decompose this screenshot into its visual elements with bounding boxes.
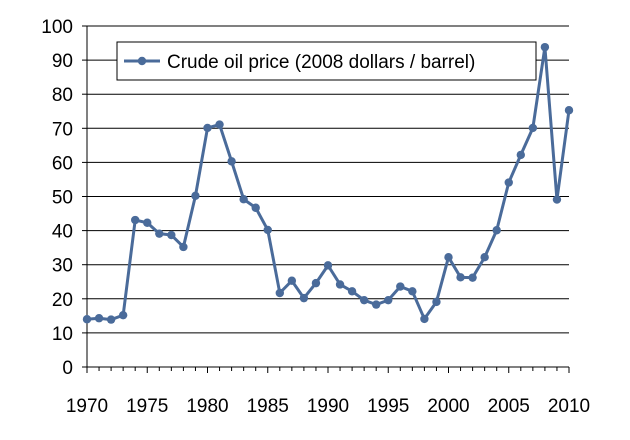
data-point-2001 <box>456 273 465 282</box>
legend: Crude oil price (2008 dollars / barrel) <box>116 41 537 81</box>
data-point-1988 <box>299 293 309 303</box>
y-tick-label-20: 20 <box>52 290 73 311</box>
y-tick-label-90: 90 <box>52 51 73 72</box>
axes <box>82 25 570 373</box>
data-point-1993 <box>359 295 369 305</box>
y-tick-label-40: 40 <box>52 222 73 243</box>
data-point-1996 <box>396 282 405 291</box>
x-tick-label-2010: 2010 <box>548 396 590 417</box>
data-point-1994 <box>372 300 381 309</box>
x-tick-label-1970: 1970 <box>66 396 108 417</box>
data-point-1979 <box>191 191 200 201</box>
y-tick-label-50: 50 <box>52 188 73 209</box>
data-point-2002 <box>468 273 477 282</box>
data-point-1984 <box>251 203 260 212</box>
y-tick-label-70: 70 <box>52 119 73 140</box>
data-point-2004 <box>492 226 501 235</box>
y-tick-label-30: 30 <box>52 256 73 277</box>
y-tick-label-100: 100 <box>41 17 73 38</box>
data-point-1973 <box>118 310 128 320</box>
data-point-1992 <box>347 287 357 296</box>
data-point-1983 <box>239 195 248 204</box>
data-point-2000 <box>444 252 453 262</box>
data-point-1972 <box>106 315 116 324</box>
series-line-0 <box>86 45 571 322</box>
data-point-1970 <box>82 315 92 324</box>
data-point-2008 <box>540 42 550 52</box>
legend-series-marker <box>137 56 147 66</box>
x-tick-label-1985: 1985 <box>247 396 289 417</box>
data-point-1990 <box>323 261 333 270</box>
data-point-1999 <box>432 297 441 307</box>
data-point-1997 <box>408 287 417 296</box>
data-point-1998 <box>420 314 429 324</box>
data-point-1976 <box>155 229 164 238</box>
data-point-2009 <box>552 195 562 204</box>
data-point-2005 <box>504 178 513 187</box>
legend-box <box>116 41 537 81</box>
legend-label: Crude oil price (2008 dollars / barrel) <box>167 52 475 73</box>
data-point-2003 <box>480 252 489 262</box>
data-point-1981 <box>215 120 224 129</box>
data-point-1991 <box>335 280 345 289</box>
data-point-1989 <box>311 278 321 288</box>
data-point-1975 <box>143 218 152 227</box>
y-tick-label-80: 80 <box>52 85 73 106</box>
data-point-1982 <box>227 157 236 166</box>
x-tick-label-2005: 2005 <box>488 396 530 417</box>
x-tick-label-2000: 2000 <box>427 396 469 417</box>
x-tick-label-1995: 1995 <box>367 396 409 417</box>
x-axis-tick-labels: 1970 1975 1980 1985 1990 1995 2000 2005 2010 <box>66 396 590 417</box>
data-point-1971 <box>94 314 104 323</box>
data-point-1995 <box>384 295 393 305</box>
data-point-1987 <box>287 276 297 285</box>
data-point-2007 <box>528 123 538 133</box>
data-point-1980 <box>203 123 212 133</box>
data-point-1977 <box>167 230 176 240</box>
x-tick-label-1980: 1980 <box>186 396 228 417</box>
data-point-1978 <box>179 242 188 252</box>
data-point-2010 <box>564 106 574 115</box>
data-point-1974 <box>131 215 140 225</box>
series-group <box>82 42 574 324</box>
data-point-1986 <box>275 288 284 298</box>
data-point-1985 <box>263 225 272 235</box>
x-tick-label-1990: 1990 <box>307 396 349 417</box>
y-tick-label-0: 0 <box>62 358 73 379</box>
y-axis-tick-labels: 0 10 20 30 40 50 60 70 80 90 100 <box>41 17 73 379</box>
y-tick-label-10: 10 <box>52 324 73 345</box>
x-tick-label-1975: 1975 <box>126 396 168 417</box>
y-tick-label-60: 60 <box>52 153 73 174</box>
data-point-2006 <box>516 150 525 160</box>
